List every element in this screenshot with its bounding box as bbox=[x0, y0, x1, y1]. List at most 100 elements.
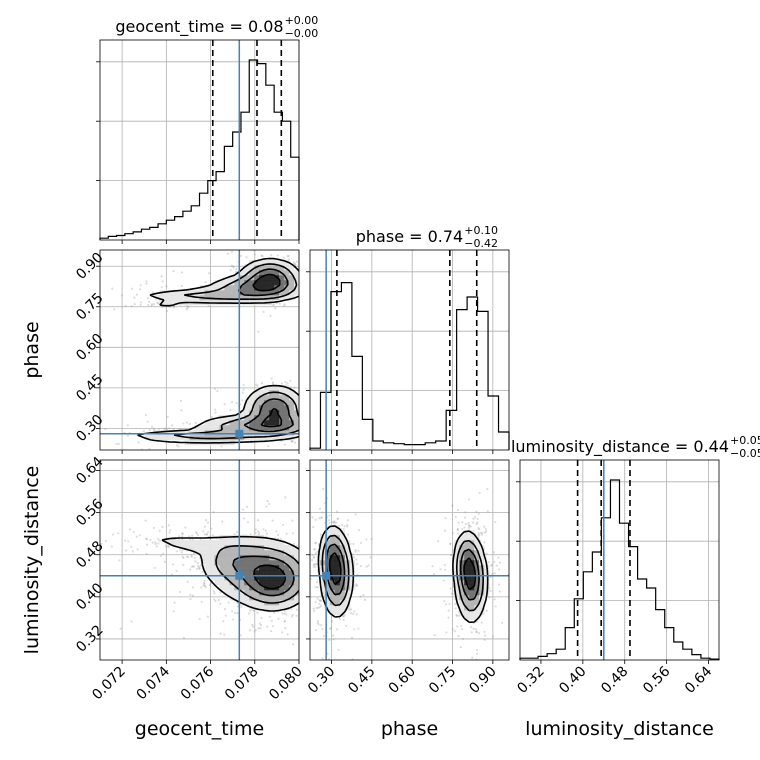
density-cell bbox=[329, 565, 336, 571]
scatter-point bbox=[286, 382, 289, 385]
density-cell bbox=[339, 580, 346, 586]
scatter-point bbox=[194, 422, 198, 425]
density-cell bbox=[334, 595, 341, 601]
scatter-point bbox=[300, 597, 302, 599]
scatter-point bbox=[456, 509, 459, 512]
density-cell bbox=[259, 415, 265, 421]
density-cell bbox=[224, 560, 230, 566]
density-cell bbox=[229, 290, 235, 296]
scatter-point bbox=[342, 527, 345, 530]
scatter-point bbox=[313, 563, 316, 566]
scatter-point bbox=[211, 534, 214, 537]
density-cell bbox=[184, 545, 190, 551]
title-error-down: −0.42 bbox=[464, 237, 498, 250]
scatter-point bbox=[182, 563, 185, 566]
density-cell bbox=[179, 295, 185, 301]
scatter-point bbox=[175, 444, 179, 447]
density-cell bbox=[464, 540, 470, 546]
scatter-point bbox=[481, 531, 484, 534]
density-cell bbox=[244, 275, 250, 281]
scatter-point bbox=[182, 556, 185, 560]
density-cell bbox=[244, 285, 250, 291]
scatter-point bbox=[305, 570, 307, 572]
scatter-point bbox=[311, 554, 314, 557]
density-cell bbox=[294, 415, 299, 421]
scatter-point bbox=[265, 532, 268, 535]
density-cell bbox=[274, 550, 280, 556]
scatter-point bbox=[312, 565, 315, 568]
scatter-point bbox=[293, 262, 296, 265]
scatter-point bbox=[181, 555, 184, 558]
panel-title: geocent_time = 0.08 bbox=[115, 17, 283, 37]
scatter-point bbox=[145, 537, 148, 540]
density-cell bbox=[239, 580, 245, 586]
scatter-point bbox=[300, 583, 302, 585]
scatter-point bbox=[268, 615, 271, 618]
scatter-point bbox=[294, 441, 297, 444]
scatter-point bbox=[322, 426, 324, 428]
density-cell bbox=[219, 280, 225, 286]
density-cell bbox=[289, 600, 295, 606]
density-cell bbox=[209, 425, 215, 431]
scatter-point bbox=[489, 589, 492, 593]
scatter-point bbox=[352, 612, 355, 616]
scatter-point bbox=[167, 545, 170, 548]
density-cell bbox=[284, 265, 290, 271]
density-cell bbox=[464, 590, 470, 596]
scatter-point bbox=[305, 577, 307, 579]
density-cell bbox=[469, 565, 475, 571]
density-cell bbox=[249, 425, 255, 431]
scatter-point bbox=[315, 404, 317, 406]
density-cell bbox=[329, 535, 336, 541]
density-cell bbox=[279, 275, 285, 281]
density-cell bbox=[259, 590, 265, 596]
scatter-point bbox=[355, 584, 358, 587]
density-cell bbox=[224, 565, 230, 571]
density-cell bbox=[244, 405, 250, 411]
scatter-point bbox=[468, 524, 471, 528]
density-cell bbox=[324, 545, 331, 551]
scatter-point bbox=[474, 628, 478, 631]
scatter-point bbox=[256, 519, 260, 522]
scatter-point bbox=[345, 624, 348, 627]
scatter-point bbox=[291, 519, 294, 522]
scatter-point bbox=[198, 617, 201, 621]
scatter-point bbox=[332, 520, 335, 523]
scatter-point bbox=[251, 623, 254, 627]
scatter-point bbox=[272, 303, 276, 306]
scatter-point bbox=[173, 601, 176, 604]
scatter-point bbox=[126, 424, 129, 427]
density-cell bbox=[254, 550, 260, 556]
density-cell bbox=[224, 550, 230, 556]
density-cell bbox=[234, 275, 240, 281]
density-cell bbox=[234, 425, 240, 431]
density-cell bbox=[464, 545, 470, 551]
scatter-panel-geocent_time-phase: 0.300.450.600.750.90 bbox=[73, 250, 324, 454]
scatter-point bbox=[457, 521, 460, 524]
scatter-point bbox=[155, 545, 158, 548]
scatter-point bbox=[318, 507, 322, 511]
scatter-point bbox=[316, 586, 319, 589]
density-cell bbox=[249, 590, 255, 596]
scatter-point bbox=[307, 284, 309, 286]
scatter-point bbox=[467, 524, 470, 527]
scatter-point bbox=[449, 554, 452, 557]
scatter-point bbox=[314, 629, 318, 632]
scatter-point bbox=[329, 627, 332, 630]
scatter-point bbox=[283, 620, 287, 623]
scatter-point bbox=[305, 286, 307, 288]
density-cell bbox=[274, 570, 280, 576]
scatter-point bbox=[318, 539, 320, 541]
density-cell bbox=[454, 550, 460, 556]
scatter-point bbox=[304, 259, 306, 261]
scatter-point bbox=[316, 619, 320, 623]
scatter-point bbox=[285, 613, 288, 616]
density-cell bbox=[179, 435, 185, 441]
scatter-point bbox=[445, 631, 448, 634]
density-cell bbox=[219, 420, 225, 426]
density-cell bbox=[319, 585, 326, 591]
scatter-point bbox=[477, 512, 480, 515]
scatter-point bbox=[154, 541, 157, 544]
scatter-point bbox=[472, 627, 475, 630]
scatter-point bbox=[302, 442, 304, 444]
